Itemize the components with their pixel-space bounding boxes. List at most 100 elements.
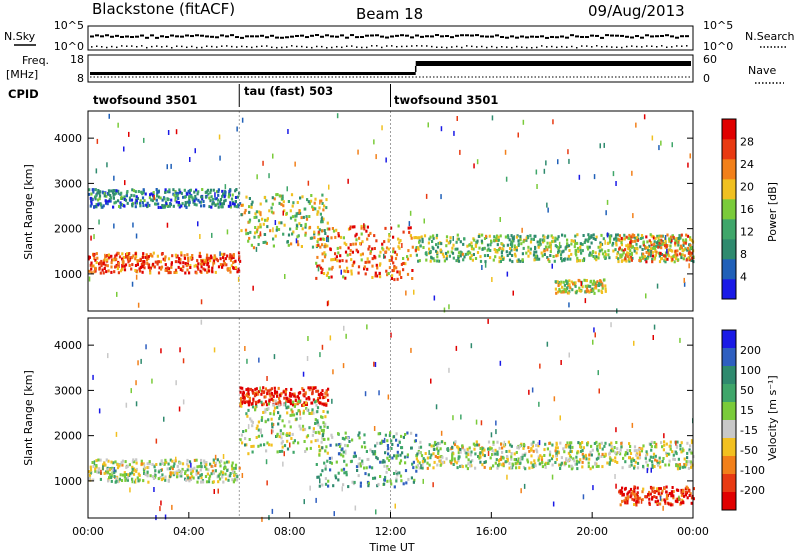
range-gate-cell	[494, 461, 497, 465]
range-gate-cell	[684, 493, 687, 497]
range-gate-cell	[97, 203, 100, 207]
range-gate-cell	[180, 191, 183, 195]
range-gate-cell	[557, 249, 560, 253]
range-gate-cell	[360, 258, 363, 262]
range-gate-cell	[397, 224, 400, 228]
range-gate-cell	[556, 290, 560, 294]
range-gate-cell	[99, 271, 102, 275]
range-gate-cell	[522, 446, 525, 450]
range-gate-cell	[236, 270, 239, 274]
range-gate-cell	[598, 249, 601, 253]
range-gate-cell	[391, 443, 394, 446]
range-gate-cell	[496, 466, 499, 470]
range-gate-cell	[411, 269, 414, 272]
range-gate-cell	[234, 463, 238, 467]
range-gate-cell	[686, 496, 689, 500]
range-gate-cell	[447, 241, 450, 245]
range-gate-cell	[440, 242, 443, 246]
range-gate-cell	[514, 458, 517, 462]
range-gate-cell	[260, 434, 264, 438]
range-gate-cell	[126, 478, 129, 482]
noise-cell	[282, 210, 284, 216]
range-gate-cell	[264, 420, 267, 424]
noise-cell	[306, 356, 309, 361]
range-gate-cell	[248, 220, 251, 224]
nsearch-point	[321, 45, 323, 48]
range-gate-cell	[534, 464, 537, 468]
noise-cell	[194, 148, 196, 154]
range-gate-cell	[357, 474, 360, 478]
range-gate-cell	[129, 472, 132, 476]
range-gate-cell	[109, 193, 112, 197]
range-gate-cell	[296, 201, 299, 204]
range-gate-cell	[514, 461, 517, 465]
range-gate-cell	[90, 199, 93, 203]
range-gate-cell	[205, 480, 209, 484]
noise-cell	[151, 378, 153, 384]
range-gate-cell	[680, 441, 683, 445]
range-gate-cell	[476, 251, 480, 254]
range-gate-cell	[564, 462, 567, 466]
range-gate-cell	[511, 462, 514, 466]
range-gate-cell	[684, 241, 687, 245]
range-gate-cell	[255, 436, 258, 439]
range-gate-cell	[302, 411, 305, 415]
noise-cell	[423, 218, 425, 224]
range-gate-cell	[96, 191, 99, 195]
range-gate-cell	[597, 464, 600, 468]
range-gate-cell	[416, 459, 420, 463]
range-gate-cell	[390, 258, 393, 262]
range-gate-cell	[136, 476, 139, 480]
range-gate-cell	[368, 245, 371, 249]
range-gate-cell	[459, 450, 462, 454]
range-gate-cell	[230, 256, 233, 260]
range-gate-cell	[335, 443, 338, 447]
noise-cell	[435, 404, 438, 410]
range-gate-cell	[266, 389, 269, 393]
range-gate-cell	[483, 237, 487, 240]
range-gate-cell	[650, 247, 653, 251]
range-gate-cell	[209, 188, 213, 192]
noise-cell	[383, 437, 386, 443]
range-gate-cell	[305, 215, 308, 219]
nsearch-point	[486, 46, 488, 49]
range-gate-cell	[629, 241, 632, 245]
nsearch-point	[266, 45, 268, 47]
noise-cell	[523, 483, 526, 489]
range-gate-cell	[386, 466, 389, 470]
noise-cell	[506, 271, 509, 277]
range-gate-cell	[240, 213, 243, 217]
range-gate-cell	[252, 444, 255, 448]
range-gate-cell	[517, 244, 520, 247]
noise-cell	[551, 474, 554, 480]
range-gate-cell	[543, 249, 546, 253]
range-gate-cell	[532, 238, 535, 241]
range-gate-cell	[665, 454, 668, 458]
range-gate-cell	[314, 421, 317, 425]
range-gate-cell	[680, 501, 683, 505]
range-gate-cell	[680, 490, 683, 494]
noise-cell	[270, 429, 273, 435]
nsky-point	[485, 35, 489, 38]
range-gate-cell	[398, 246, 401, 250]
range-gate-cell	[175, 200, 178, 204]
range-gate-cell	[103, 192, 106, 195]
range-gate-cell	[304, 225, 307, 229]
nsky-point	[450, 36, 454, 39]
range-gate-cell	[320, 217, 323, 221]
range-gate-cell	[432, 257, 435, 261]
range-gate-cell	[200, 473, 203, 477]
range-gate-cell	[489, 256, 492, 260]
range-gate-cell	[472, 247, 475, 251]
noise-cell	[106, 162, 108, 168]
range-gate-cell	[135, 458, 138, 462]
range-gate-cell	[501, 248, 504, 252]
range-gate-cell	[651, 250, 654, 254]
range-gate-cell	[304, 231, 307, 235]
range-gate-cell	[278, 194, 281, 198]
range-gate-cell	[657, 236, 660, 240]
range-gate-cell	[434, 454, 437, 458]
noise-cell	[284, 274, 286, 279]
range-gate-cell	[474, 243, 477, 247]
nsky-point	[340, 34, 344, 37]
